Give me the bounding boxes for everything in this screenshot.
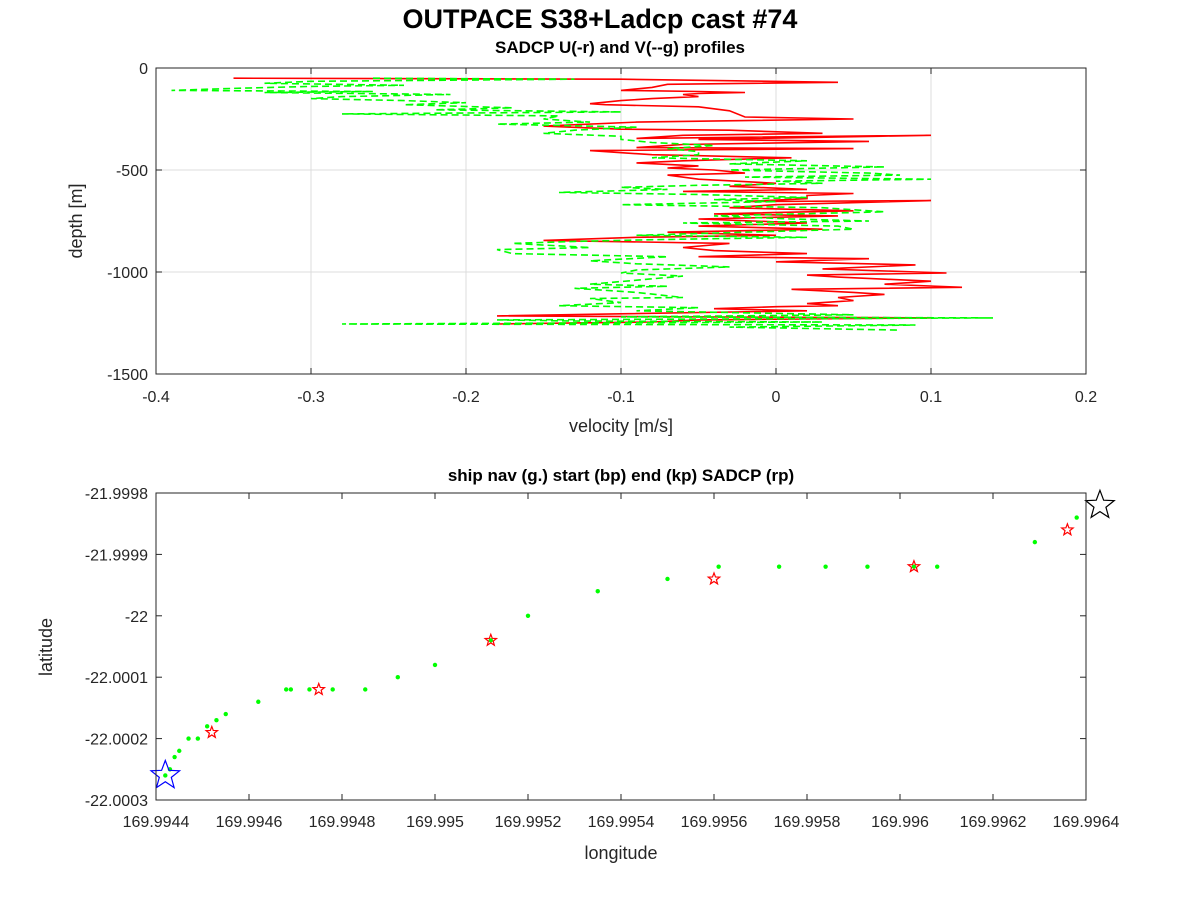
ship-nav-point <box>776 564 782 569</box>
velocity-series-group <box>171 77 994 331</box>
ship-nav-point <box>525 613 531 618</box>
velocity-ticks: -0.4 -0.3 -0.2 -0.1 0 0.1 0.2 0 -500 -1000 -1500 <box>107 61 1097 406</box>
velocity-x-tick-label: 0 <box>772 389 781 406</box>
velocity-x-tick-label: 0.2 <box>1075 389 1097 406</box>
nav-y-tick-label: -21.9998 <box>85 486 148 503</box>
ship-nav-point <box>488 638 493 643</box>
ship-nav-plot-background <box>156 493 1086 800</box>
nav-x-tick-label: 169.995 <box>406 814 464 831</box>
velocity-profile-title: SADCP U(-r) and V(--g) profiles <box>495 38 745 57</box>
ship-nav-point <box>284 687 289 692</box>
ship-nav-point <box>172 754 177 760</box>
v-velocity-line <box>171 77 994 331</box>
nav-y-tick-label: -22.0001 <box>85 670 148 687</box>
velocity-x-tick-label: -0.3 <box>297 389 325 406</box>
figure-title: OUTPACE S38+Ladcp cast #74 <box>403 4 798 34</box>
velocity-y-label: depth [m] <box>66 183 86 258</box>
ship-nav-point <box>307 687 312 692</box>
nav-x-tick-label: 169.9944 <box>123 814 190 831</box>
ship-nav-point <box>1032 539 1038 545</box>
nav-x-tick-label: 169.996 <box>871 814 929 831</box>
ship-nav-point <box>665 576 670 582</box>
ship-nav-point <box>865 564 870 569</box>
ship-nav-point <box>186 736 191 741</box>
ship-nav-point <box>330 687 335 692</box>
velocity-x-label: velocity [m/s] <box>569 416 673 436</box>
nav-y-tick-label: -21.9999 <box>85 547 148 564</box>
velocity-x-tick-label: -0.1 <box>607 389 635 406</box>
nav-x-tick-label: 169.9946 <box>216 814 283 831</box>
ship-nav-point <box>716 564 721 569</box>
sadcp-star-marker <box>483 632 499 647</box>
nav-y-tick-label: -22.0003 <box>85 793 148 810</box>
velocity-y-tick-label: -500 <box>116 163 148 180</box>
end-star-marker <box>1084 488 1116 519</box>
nav-x-tick-label: 169.9962 <box>960 814 1027 831</box>
nav-x-tick-label: 169.9958 <box>774 814 841 831</box>
ship-nav-title: ship nav (g.) start (bp) end (kp) SADCP … <box>448 466 794 485</box>
velocity-y-tick-label: -1500 <box>107 367 148 384</box>
ship-nav-x-label: longitude <box>584 843 657 863</box>
ship-nav-point <box>911 564 917 569</box>
ship-nav-y-label: latitude <box>36 618 56 676</box>
sadcp-star-marker <box>906 558 922 573</box>
nav-y-tick-label: -22.0002 <box>85 732 148 749</box>
ship-nav-point <box>256 699 261 704</box>
ship-nav-point <box>288 687 294 692</box>
velocity-x-tick-label: -0.2 <box>452 389 480 406</box>
ship-nav-ticks: 169.9944 169.9946 169.9948 169.995 169.9952 1… <box>85 486 1120 831</box>
sadcp-star-marker <box>1060 522 1075 537</box>
ship-nav-point <box>432 662 438 668</box>
ship-nav-point <box>163 773 168 778</box>
nav-x-tick-label: 169.9956 <box>681 814 748 831</box>
nav-y-tick-label: -22 <box>125 609 148 626</box>
ship-nav-point <box>223 711 228 717</box>
ship-nav-axes: ship nav (g.) start (bp) end (kp) SADCP … <box>36 466 1119 863</box>
velocity-x-tick-label: -0.4 <box>142 389 170 406</box>
velocity-y-tick-label: 0 <box>139 61 148 78</box>
ship-nav-point <box>195 736 201 741</box>
nav-x-tick-label: 169.9948 <box>309 814 376 831</box>
ship-nav-point <box>935 564 940 569</box>
nav-x-tick-label: 169.9964 <box>1053 814 1120 831</box>
ship-nav-point <box>1074 515 1079 520</box>
ship-nav-point <box>177 748 182 754</box>
nav-x-tick-label: 169.9954 <box>588 814 655 831</box>
sadcp-star-marker <box>311 681 327 696</box>
ship-nav-point <box>595 589 600 594</box>
start-star-marker <box>149 758 182 789</box>
nav-x-tick-label: 169.9952 <box>495 814 562 831</box>
u-velocity-line <box>233 77 963 325</box>
velocity-x-tick-label: 0.1 <box>920 389 942 406</box>
ship-nav-point <box>363 687 368 692</box>
sadcp-star-marker <box>706 571 722 586</box>
ship-nav-point <box>214 717 219 723</box>
sadcp-star-marker <box>204 724 220 739</box>
ship-nav-point <box>823 564 828 569</box>
velocity-y-tick-label: -1000 <box>107 265 148 282</box>
ship-nav-point <box>204 724 210 729</box>
velocity-profile-axes: SADCP U(-r) and V(--g) profiles -0.4 -0.3… <box>66 38 1097 436</box>
ship-nav-point <box>395 675 400 680</box>
ship-nav-points-group <box>149 488 1116 789</box>
